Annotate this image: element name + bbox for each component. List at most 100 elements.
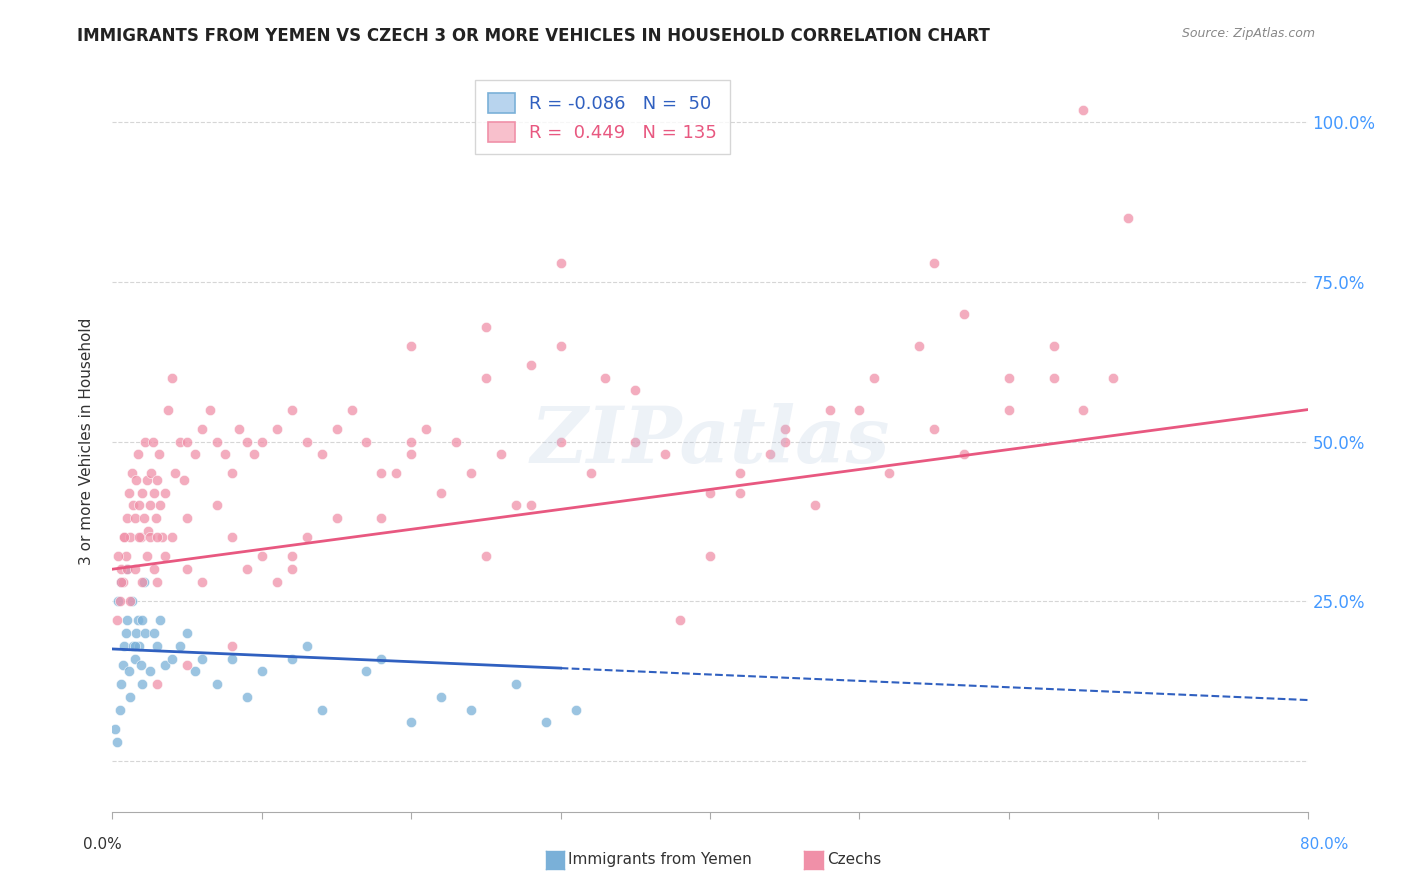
Point — [149, 499, 172, 513]
Point — [475, 319, 498, 334]
Point — [430, 690, 453, 704]
Point — [228, 422, 250, 436]
Point — [879, 467, 901, 481]
Text: 80.0%: 80.0% — [1301, 838, 1348, 852]
Point — [173, 473, 195, 487]
Point — [340, 402, 363, 417]
Point — [728, 467, 751, 481]
Point — [111, 657, 134, 672]
Point — [141, 467, 163, 481]
Point — [127, 613, 149, 627]
Point — [205, 677, 228, 691]
Point — [105, 734, 128, 748]
Point — [311, 447, 333, 461]
Point — [135, 473, 157, 487]
Point — [121, 467, 143, 481]
Text: ZIPatlas: ZIPatlas — [530, 403, 890, 480]
Point — [153, 657, 176, 672]
Point — [107, 594, 129, 608]
Point — [385, 467, 408, 481]
Point — [863, 370, 886, 384]
Point — [401, 339, 423, 353]
Point — [236, 434, 259, 449]
Point — [803, 499, 825, 513]
Point — [266, 574, 288, 589]
Point — [998, 402, 1021, 417]
Point — [401, 434, 423, 449]
Point — [162, 651, 183, 665]
Point — [115, 549, 138, 564]
Point — [127, 447, 149, 461]
Point — [176, 434, 198, 449]
Point — [142, 434, 165, 449]
Point — [505, 677, 527, 691]
Point — [131, 613, 153, 627]
Point — [117, 562, 139, 576]
Point — [401, 715, 423, 730]
Point — [176, 626, 198, 640]
Point — [117, 562, 139, 576]
Point — [489, 447, 512, 461]
Point — [110, 574, 132, 589]
Point — [236, 690, 259, 704]
Point — [128, 530, 150, 544]
Point — [243, 447, 266, 461]
Point — [108, 703, 131, 717]
Point — [550, 434, 572, 449]
Point — [699, 485, 721, 500]
Point — [148, 447, 170, 461]
Point — [104, 722, 127, 736]
Point — [281, 402, 304, 417]
Point — [281, 651, 304, 665]
Point — [198, 402, 221, 417]
Point — [139, 499, 162, 513]
Point — [370, 511, 392, 525]
Point — [759, 447, 782, 461]
Text: Immigrants from Yemen: Immigrants from Yemen — [568, 853, 752, 867]
Point — [401, 447, 423, 461]
Point — [122, 499, 145, 513]
Point — [114, 639, 135, 653]
Point — [117, 613, 139, 627]
Point — [953, 447, 976, 461]
Point — [356, 665, 378, 679]
Text: IMMIGRANTS FROM YEMEN VS CZECH 3 OR MORE VEHICLES IN HOUSEHOLD CORRELATION CHART: IMMIGRANTS FROM YEMEN VS CZECH 3 OR MORE… — [77, 27, 990, 45]
Point — [146, 574, 169, 589]
Point — [295, 434, 318, 449]
Point — [520, 358, 543, 372]
Point — [564, 703, 586, 717]
Point — [139, 530, 162, 544]
Point — [110, 574, 132, 589]
Point — [520, 499, 543, 513]
Point — [848, 402, 870, 417]
Point — [311, 703, 333, 717]
Point — [162, 530, 183, 544]
Point — [143, 562, 166, 576]
Point — [120, 530, 142, 544]
Point — [108, 594, 131, 608]
Point — [773, 422, 796, 436]
Point — [728, 485, 751, 500]
Point — [221, 467, 243, 481]
Point — [579, 467, 602, 481]
Point — [370, 651, 392, 665]
Point — [534, 715, 557, 730]
Point — [221, 530, 243, 544]
Point — [1073, 103, 1095, 117]
Point — [183, 447, 205, 461]
Point — [998, 370, 1021, 384]
Point — [124, 639, 146, 653]
Point — [595, 370, 617, 384]
Point — [134, 434, 156, 449]
Point — [114, 530, 135, 544]
Point — [131, 574, 153, 589]
Point — [132, 574, 155, 589]
Point — [356, 434, 378, 449]
Point — [295, 639, 318, 653]
Point — [295, 530, 318, 544]
Point — [146, 639, 169, 653]
Point — [266, 422, 288, 436]
Point — [281, 549, 304, 564]
Point — [120, 594, 142, 608]
Point — [110, 562, 132, 576]
